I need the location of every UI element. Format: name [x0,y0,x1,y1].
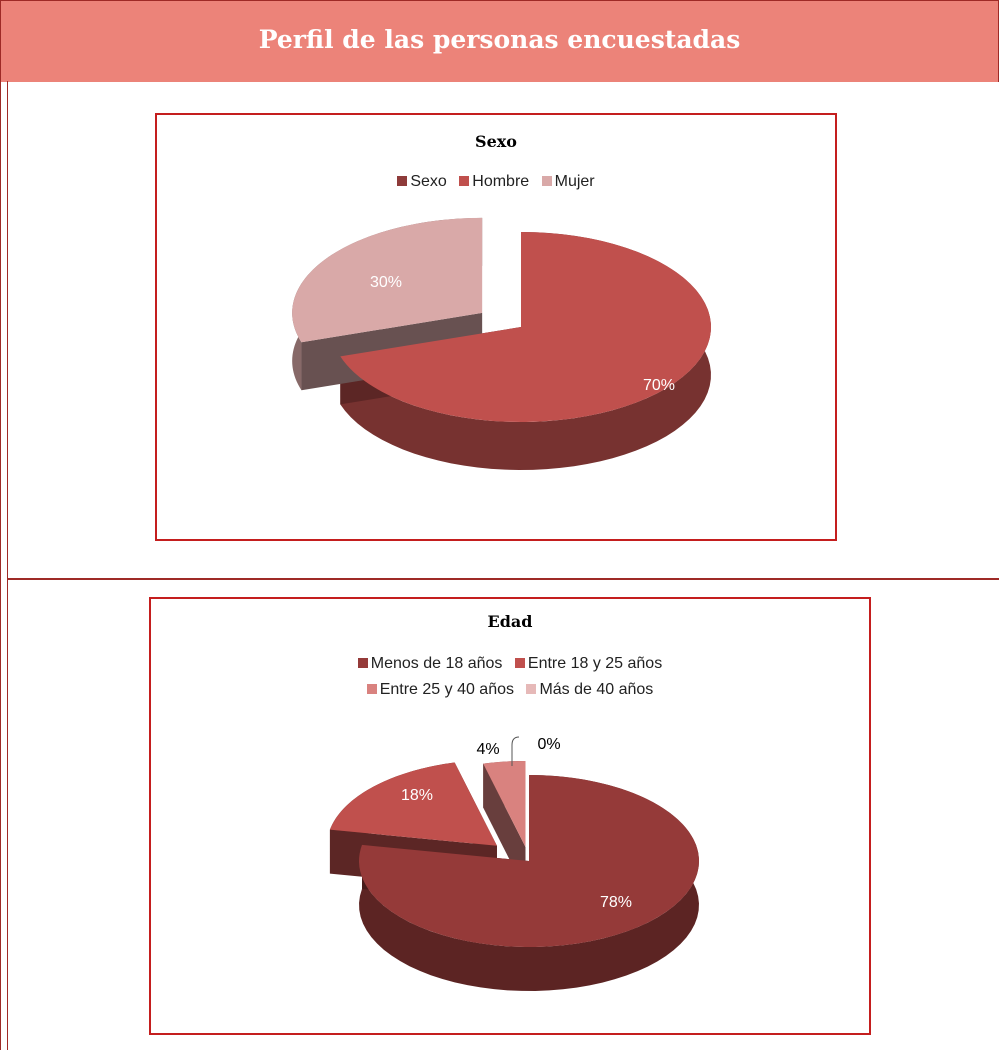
chart-title: Edad [487,612,533,631]
chart-legend-row-2: Entre 25 y 40 años Más de 40 años [151,681,869,699]
left-border [0,81,1,1050]
legend-item: Entre 18 y 25 años [514,655,663,673]
legend-swatch [357,658,368,668]
legend-item: Menos de 18 años [357,655,503,673]
legend-swatch [541,176,552,186]
chart-edad: Edad Menos de 18 años Entre 18 y 25 años… [149,597,871,1035]
legend-label: Más de 40 años [539,681,654,698]
pie-plot: 70% 30% [292,217,711,470]
pie-slice [329,762,497,846]
pie-plot: 78% 18% 4% 0% [329,736,699,991]
pie-slice [340,232,711,422]
pie-tops [329,760,699,947]
label-leader-line [511,736,520,766]
data-label: 70% [643,377,675,394]
pie-slice [359,775,699,947]
chart-sexo: Sexo Sexo Hombre Mujer 70% 30% [155,113,837,541]
page-title: Perfil de las personas encuestadas [258,25,741,54]
pie-tops [292,217,711,422]
legend-label: Hombre [472,173,530,190]
data-label: 78% [600,894,632,911]
chart-legend-row-1: Menos de 18 años Entre 18 y 25 años [151,655,869,673]
legend-swatch [514,658,525,668]
data-label: 30% [370,274,402,291]
legend-label: Entre 25 y 40 años [379,681,514,698]
pie-slice-face [483,763,526,891]
page-header: Perfil de las personas encuestadas [0,0,999,82]
pie-slice [292,217,483,343]
section-divider [7,578,999,580]
chart-title: Sexo [475,132,517,151]
data-label: 18% [401,787,433,804]
legend-swatch [526,684,537,694]
legend-label: Entre 18 y 25 años [527,655,663,672]
chart-legend: Sexo Hombre Mujer [157,173,835,191]
legend-swatch [397,176,408,186]
data-label: 4% [476,741,499,758]
legend-label: Menos de 18 años [370,655,503,672]
pie-slice [483,760,526,847]
data-label: 0% [537,736,560,753]
legend-item: Más de 40 años [526,681,653,699]
legend-swatch [459,176,470,186]
legend-item: Sexo [397,173,447,191]
left-inner-border [7,81,8,1050]
legend-item: Entre 25 y 40 años [366,681,514,699]
legend-label: Mujer [554,173,595,190]
legend-swatch [366,684,377,694]
legend-label: Sexo [410,173,447,190]
legend-item: Mujer [541,173,595,191]
legend-item: Hombre [459,173,529,191]
